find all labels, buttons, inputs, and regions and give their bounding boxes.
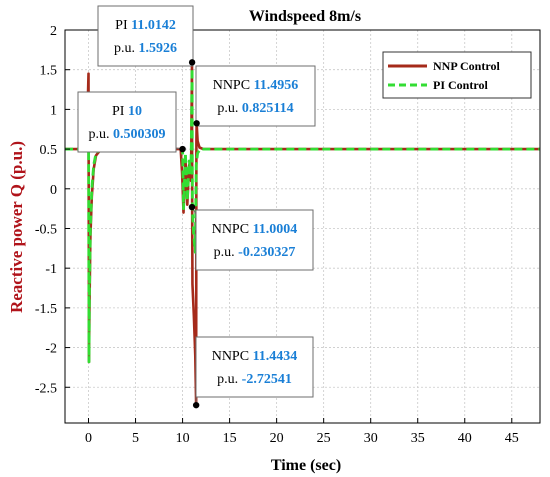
datatip-box (195, 209, 314, 271)
datatip-pu-label: p.u. (217, 101, 242, 116)
plot-series (65, 60, 540, 407)
datatip-pu-label: p.u. (217, 372, 242, 387)
x-tick-label: 40 (458, 431, 472, 446)
datatip-prefix: PI (112, 104, 128, 119)
datatip-x-value: 11.0004 (253, 222, 298, 237)
datatip-x-line: NNPC 11.4956 (213, 78, 299, 93)
datatip-box (195, 336, 314, 398)
datatip-pu-label: p.u. (114, 41, 139, 56)
y-tick-label: 0.5 (40, 143, 58, 158)
datatip-prefix: PI (115, 18, 131, 33)
datatip-tip-pi-10: PI 10 p.u. 0.500309 (77, 91, 186, 153)
x-tick-label: 45 (505, 431, 519, 446)
series-line-pi-control (65, 60, 540, 364)
x-tick-label: 30 (364, 431, 378, 446)
x-tick-label: 35 (411, 431, 425, 446)
chart-title: Windspeed 8m/s (249, 8, 361, 25)
legend-label-pi: PI Control (433, 78, 488, 92)
datatip-prefix: NNPC (212, 349, 253, 364)
axis-ticks: 0 5 10 15 20 25 30 35 40 45-2.5-2-1.5-1-0.500.511… (35, 24, 519, 446)
datatip-x-line: NNPC 11.4434 (212, 349, 298, 364)
datatip-marker (179, 145, 186, 153)
datatip-x-value: 11.4956 (254, 78, 299, 93)
legend-label-nnp: NNP Control (433, 59, 500, 73)
datatip-marker (193, 120, 200, 127)
datatip-y-line: p.u. 0.825114 (217, 101, 293, 116)
datatip-y-value: 1.5926 (139, 41, 178, 56)
datatip-marker (188, 59, 196, 66)
datatip-x-line: PI 10 (112, 104, 142, 119)
datatip-tip-nnpc-11-4956: NNPC 11.4956 p.u. 0.825114 (193, 65, 316, 127)
y-tick-label: -1.5 (35, 302, 57, 317)
datatip-y-value: -0.230327 (238, 245, 295, 260)
datatip-prefix: NNPC (212, 222, 253, 237)
legend-box (382, 51, 532, 99)
x-tick-label: 15 (223, 431, 237, 446)
datatip-y-line: p.u. -0.230327 (214, 245, 296, 260)
datatip-y-line: p.u. 0.500309 (89, 127, 166, 142)
legend: NNP Control PI Control (382, 51, 532, 99)
datatip-box (97, 5, 194, 67)
x-tick-label: 25 (317, 431, 331, 446)
datatip-box (195, 65, 316, 127)
y-tick-label: -1 (45, 262, 57, 277)
x-axis-label: Time (sec) (271, 457, 341, 474)
x-tick-label: 5 (132, 431, 139, 446)
data-tips: PI 10 p.u. 0.500309 PI 11.0142 p.u. 1.5926 N… (77, 5, 316, 409)
datatip-pu-label: p.u. (89, 127, 114, 142)
y-tick-label: -0.5 (35, 222, 57, 237)
y-tick-label: 1.5 (40, 64, 58, 79)
datatip-tip-pi-11: PI 11.0142 p.u. 1.5926 (97, 5, 196, 67)
datatip-y-value: 0.500309 (113, 127, 166, 142)
datatip-y-line: p.u. -2.72541 (217, 372, 292, 387)
y-tick-label: 0 (50, 183, 57, 198)
datatip-y-value: -2.72541 (242, 372, 292, 387)
datatip-tip-nnpc-11-0004: NNPC 11.0004 p.u. -0.230327 (188, 203, 314, 271)
datatip-prefix: NNPC (213, 78, 254, 93)
datatip-x-value: 10 (128, 104, 142, 119)
x-tick-label: 10 (176, 431, 190, 446)
y-tick-label: 2 (50, 24, 57, 39)
datatip-marker (192, 401, 200, 409)
datatip-x-value: 11.4434 (253, 349, 298, 364)
datatip-y-line: p.u. 1.5926 (114, 41, 177, 56)
y-axis-label: Reactive power Q (p.u.) (7, 141, 26, 313)
y-tick-label: -2 (45, 342, 57, 357)
datatip-pu-label: p.u. (214, 245, 239, 260)
datatip-x-line: PI 11.0142 (115, 18, 176, 33)
plot-frame (64, 29, 541, 424)
y-tick-label: -2.5 (35, 381, 57, 396)
y-tick-label: 1 (50, 103, 57, 118)
x-tick-label: 20 (270, 431, 284, 446)
datatip-x-value: 11.0142 (131, 18, 176, 33)
datatip-y-value: 0.825114 (242, 101, 294, 116)
datatip-box (77, 91, 177, 153)
datatip-marker (188, 203, 196, 211)
datatip-x-line: NNPC 11.0004 (212, 222, 298, 237)
x-tick-label: 0 (85, 431, 92, 446)
datatip-tip-nnpc-11-4434: NNPC 11.4434 p.u. -2.72541 (192, 336, 314, 409)
